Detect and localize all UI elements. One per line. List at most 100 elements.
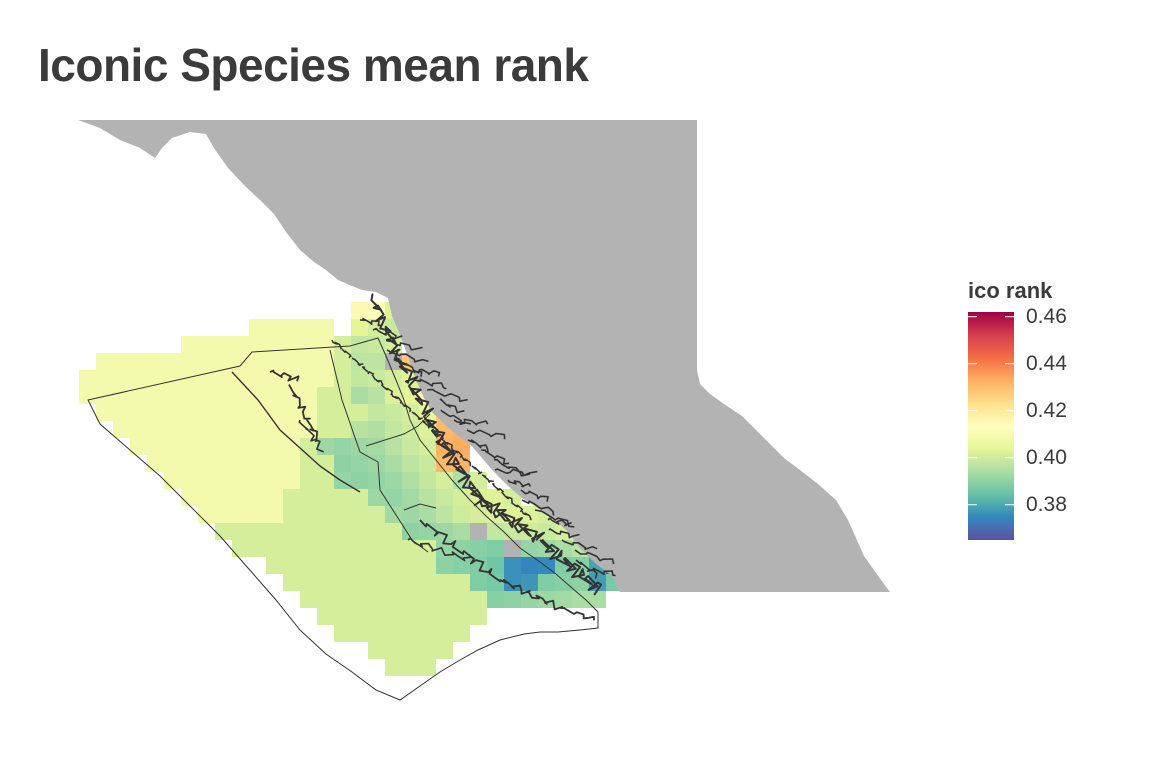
rank-cell <box>130 370 147 387</box>
legend-title: ico rank <box>968 278 1053 303</box>
rank-cell <box>164 472 181 489</box>
rank-cell <box>198 472 215 489</box>
rank-cell <box>283 455 300 472</box>
rank-cell <box>419 591 436 608</box>
rank-cell <box>436 506 453 523</box>
legend-colorbar <box>968 312 1014 540</box>
rank-cell <box>300 370 317 387</box>
rank-cell <box>589 591 606 608</box>
rank-cell <box>283 387 300 404</box>
rank-cell <box>368 506 385 523</box>
rank-cell <box>419 642 436 659</box>
rank-cell <box>368 574 385 591</box>
rank-cell <box>402 455 419 472</box>
rank-cell <box>453 625 470 642</box>
rank-cell <box>283 489 300 506</box>
rank-cell <box>402 506 419 523</box>
rank-cell <box>385 523 402 540</box>
rank-cell <box>249 353 266 370</box>
rank-cell <box>436 455 453 472</box>
rank-cell <box>232 353 249 370</box>
rank-cell <box>555 591 572 608</box>
rank-cell <box>453 523 470 540</box>
coastline-segment <box>298 419 325 453</box>
rank-cell <box>351 404 368 421</box>
rank-cell <box>266 557 283 574</box>
coastline-segment <box>471 465 483 475</box>
rank-cell <box>317 506 334 523</box>
rank-cell <box>402 523 419 540</box>
rank-cell <box>300 523 317 540</box>
rank-cell <box>402 489 419 506</box>
rank-cell <box>130 421 147 438</box>
rank-cell <box>249 438 266 455</box>
rank-cell <box>351 489 368 506</box>
coastline-segment <box>439 398 465 414</box>
rank-cell <box>181 489 198 506</box>
rank-cell <box>538 523 555 540</box>
rank-cell <box>334 506 351 523</box>
rank-cell <box>385 557 402 574</box>
rank-cell <box>538 540 555 557</box>
rank-cell <box>317 370 334 387</box>
rank-cell <box>402 557 419 574</box>
rank-cell <box>283 421 300 438</box>
rank-cell <box>300 591 317 608</box>
rank-cell <box>113 353 130 370</box>
colorbar-fill <box>968 312 1014 540</box>
coastline-segment <box>401 402 412 413</box>
rank-cell <box>181 387 198 404</box>
legend-label-044: 0.44 <box>1026 351 1067 375</box>
rank-cell <box>351 540 368 557</box>
rank-cell <box>147 387 164 404</box>
rank-cell <box>402 421 419 438</box>
rank-cell <box>215 455 232 472</box>
rank-cell <box>300 438 317 455</box>
rank-cell <box>436 557 453 574</box>
coastline-segment <box>351 357 364 367</box>
rank-cell <box>266 336 283 353</box>
coastline-segment <box>411 411 423 420</box>
rank-cell <box>334 523 351 540</box>
coastline-segment <box>371 374 384 386</box>
rank-cell <box>419 557 436 574</box>
rank-cell <box>232 404 249 421</box>
rank-cell <box>334 608 351 625</box>
rank-cell <box>232 387 249 404</box>
coastline-segment <box>548 528 580 539</box>
coastline-segment <box>588 567 616 577</box>
rank-cell <box>147 353 164 370</box>
rank-cell <box>470 574 487 591</box>
rank-cell <box>453 506 470 523</box>
rank-cell <box>181 455 198 472</box>
coastline-segment <box>507 479 532 488</box>
rank-cell <box>334 591 351 608</box>
page-title: Iconic Species mean rank <box>38 39 589 91</box>
coastline-segment <box>421 420 435 429</box>
legend: ico rank 0.46 0.44 0.42 0.40 0.38 <box>968 278 1108 548</box>
rank-cell <box>232 540 249 557</box>
rank-cell <box>164 353 181 370</box>
rank-cell <box>96 404 113 421</box>
rank-cell <box>351 421 368 438</box>
rank-cell <box>368 642 385 659</box>
rank-cell <box>521 506 538 523</box>
rank-cell <box>351 370 368 387</box>
rank-cell <box>351 336 368 353</box>
coastline-segment <box>491 482 505 493</box>
rank-cell <box>436 642 453 659</box>
rank-cell <box>249 387 266 404</box>
no-data-cell <box>470 523 487 540</box>
rank-cell <box>334 387 351 404</box>
rank-cell <box>317 608 334 625</box>
rank-cell <box>198 387 215 404</box>
rank-cell <box>249 319 266 336</box>
rank-cell <box>402 659 419 676</box>
legend-label-042: 0.42 <box>1026 398 1067 422</box>
rank-cell <box>351 387 368 404</box>
rank-cell <box>249 506 266 523</box>
rank-cell <box>317 404 334 421</box>
rank-cell <box>351 353 368 370</box>
rank-cell <box>266 421 283 438</box>
rank-cell <box>436 574 453 591</box>
